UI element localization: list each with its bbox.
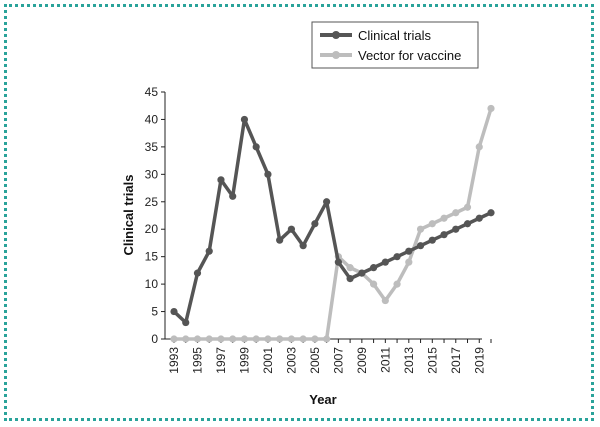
y-tick-label: 35 — [145, 140, 159, 154]
data-point-vector-for-vaccine — [276, 335, 284, 343]
data-point-clinical-trials — [452, 225, 460, 233]
data-point-clinical-trials — [193, 269, 202, 277]
data-point-vector-for-vaccine — [452, 209, 460, 217]
x-tick-label: 2007 — [331, 347, 345, 374]
data-point-vector-for-vaccine — [440, 214, 448, 222]
x-tick-label: 2011 — [378, 347, 392, 373]
y-tick-label: 5 — [151, 305, 158, 319]
y-tick-label: 15 — [145, 250, 159, 264]
y-tick-label: 0 — [151, 332, 158, 346]
data-point-vector-for-vaccine — [193, 335, 202, 343]
series-line-clinical-trials — [172, 117, 492, 325]
data-point-vector-for-vaccine — [287, 335, 296, 343]
data-point-vector-for-vaccine — [323, 335, 331, 343]
data-point-clinical-trials — [240, 115, 249, 124]
data-point-clinical-trials — [182, 318, 190, 327]
data-point-vector-for-vaccine — [463, 203, 472, 211]
y-tick-label: 45 — [145, 85, 159, 99]
data-point-vector-for-vaccine — [393, 280, 401, 288]
y-tick-label: 10 — [145, 277, 159, 291]
data-point-clinical-trials — [229, 192, 237, 200]
data-point-vector-for-vaccine — [369, 280, 378, 288]
x-tick-label: 1999 — [237, 347, 251, 374]
data-point-clinical-trials — [276, 236, 284, 244]
y-axis-title: Clinical trials — [121, 175, 136, 256]
series-clinical-trials — [170, 115, 495, 327]
data-point-clinical-trials — [334, 258, 342, 266]
legend-label-clinical-trials: Clinical trials — [358, 28, 431, 43]
data-point-clinical-trials — [381, 258, 389, 266]
data-point-clinical-trials — [205, 247, 213, 255]
x-tick-label: 2019 — [472, 347, 486, 374]
data-point-clinical-trials — [252, 143, 260, 151]
data-point-clinical-trials — [264, 170, 272, 178]
data-point-clinical-trials — [405, 247, 413, 255]
y-tick-label: 30 — [145, 167, 159, 181]
y-tick-label: 20 — [145, 222, 159, 236]
data-point-clinical-trials — [358, 269, 366, 277]
legend-box — [311, 21, 479, 69]
data-point-vector-for-vaccine — [205, 335, 213, 343]
x-tick-label: 2003 — [284, 347, 298, 374]
legend: Clinical trials Vector for vaccine — [311, 21, 479, 69]
data-point-vector-for-vaccine — [346, 264, 354, 272]
x-tick-label: 2001 — [261, 347, 275, 374]
data-point-vector-for-vaccine — [381, 296, 389, 305]
data-point-vector-for-vaccine — [405, 258, 413, 266]
data-point-vector-for-vaccine — [229, 335, 237, 343]
data-point-clinical-trials — [299, 242, 307, 250]
data-point-clinical-trials — [393, 253, 401, 261]
x-tick-label: 2015 — [425, 347, 439, 374]
x-tick-label: 2013 — [402, 347, 416, 374]
x-tick-label: 2005 — [308, 347, 322, 374]
data-point-clinical-trials — [487, 209, 495, 217]
legend-marker-vector-for-vaccine — [332, 51, 340, 59]
data-point-clinical-trials — [475, 214, 483, 222]
data-point-clinical-trials — [416, 242, 425, 250]
data-point-vector-for-vaccine — [182, 335, 190, 343]
data-point-clinical-trials — [217, 176, 225, 184]
data-point-clinical-trials — [440, 231, 448, 239]
data-point-clinical-trials — [323, 198, 331, 206]
figure-border — [4, 4, 594, 421]
x-axis-title: Year — [309, 392, 336, 407]
x-tick-label: 1997 — [214, 347, 228, 374]
data-point-vector-for-vaccine — [170, 335, 178, 343]
legend-marker-clinical-trials — [332, 31, 340, 39]
data-point-vector-for-vaccine — [487, 104, 495, 113]
data-point-clinical-trials — [463, 220, 472, 228]
series-line-vector-for-vaccine — [174, 107, 493, 341]
data-point-clinical-trials — [346, 275, 354, 283]
data-point-vector-for-vaccine — [217, 335, 225, 343]
data-point-vector-for-vaccine — [240, 335, 249, 343]
data-point-vector-for-vaccine — [299, 335, 307, 343]
data-point-clinical-trials — [170, 307, 178, 316]
data-point-vector-for-vaccine — [311, 335, 319, 343]
data-point-vector-for-vaccine — [428, 220, 436, 228]
y-tick-label: 40 — [145, 112, 159, 126]
data-point-vector-for-vaccine — [475, 143, 483, 151]
data-point-clinical-trials — [287, 225, 296, 233]
data-point-clinical-trials — [311, 220, 319, 228]
x-tick-label: 1995 — [190, 347, 204, 374]
data-point-vector-for-vaccine — [416, 225, 425, 233]
x-tick-label: 2009 — [355, 347, 369, 374]
axes: 0 5 10 15 20 25 30 35 40 45 1993 1995 1997 1999 2001 20… — [145, 85, 492, 374]
x-tick-label: 2017 — [449, 347, 463, 374]
data-point-vector-for-vaccine — [264, 335, 272, 343]
x-tick-label: 1993 — [167, 347, 181, 374]
data-point-clinical-trials — [369, 264, 378, 272]
data-point-vector-for-vaccine — [252, 335, 260, 343]
data-point-clinical-trials — [428, 236, 436, 244]
y-tick-label: 25 — [145, 195, 159, 209]
plot-area — [170, 104, 495, 343]
legend-label-vector-for-vaccine: Vector for vaccine — [358, 48, 461, 63]
